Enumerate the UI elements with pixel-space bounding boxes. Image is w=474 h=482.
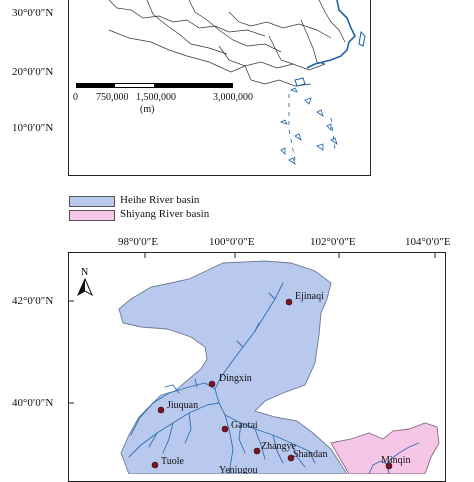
lon-label-98e: 98°0′0″E <box>118 236 159 248</box>
island-outline <box>280 147 286 155</box>
river-branch <box>148 412 192 454</box>
legend-swatch-heihe <box>69 196 115 207</box>
scale-bar-white-segment <box>115 84 154 87</box>
province-boundary <box>244 65 312 87</box>
overview-map <box>108 0 366 165</box>
legend-swatch-shiyang <box>69 210 115 221</box>
scale-tick-1500000: 1,500,000 <box>136 92 176 103</box>
lat-label-40n: 40°0′0″N <box>12 397 54 409</box>
city-label-yeniugou: Yeniugou <box>219 465 257 474</box>
basin-map: N Ejinaqi Dingxin Jiuquan Gaotai Zhangye… <box>69 253 440 474</box>
river-branch <box>236 292 276 348</box>
lon-label-100e: 100°0′0″E <box>209 236 255 248</box>
lat-label-42n: 42°0′0″N <box>12 295 54 307</box>
river-branch <box>238 422 284 464</box>
island-outline <box>304 97 312 105</box>
city-label-minqin: Minqin <box>381 455 410 466</box>
scale-tick-3000000: 3,000,000 <box>213 92 253 103</box>
north-arrow: N <box>76 267 94 297</box>
island-outline <box>288 157 296 165</box>
province-boundary <box>318 0 346 43</box>
island-outline <box>326 123 332 131</box>
north-arrow-shade <box>78 279 85 295</box>
legend-label-heihe: Heihe River basin <box>120 194 200 206</box>
city-label-jiuquan: Jiuquan <box>167 400 198 411</box>
province-boundary <box>108 0 266 37</box>
city-dot-tuole <box>151 461 159 469</box>
island-outline <box>316 143 324 151</box>
province-boundary <box>228 11 332 39</box>
island-outline <box>289 87 298 93</box>
shiyang-basin-area <box>330 422 440 474</box>
city-dot-minqin <box>385 462 393 470</box>
city-label-shandan: Shandan <box>293 449 327 460</box>
province-boundary <box>188 0 282 53</box>
city-dot-jiuquan <box>157 406 165 414</box>
china-coastline <box>306 0 356 69</box>
north-label: N <box>81 267 88 278</box>
heihe-main-river <box>214 282 284 474</box>
river-branch <box>290 442 316 468</box>
city-label-dingxin: Dingxin <box>219 373 252 384</box>
lat-label-30n: 30°0′0″N <box>12 7 54 19</box>
river-branch <box>164 378 198 394</box>
river-branch <box>224 414 310 452</box>
city-dot-zhangye <box>253 447 261 455</box>
city-label-ejinaqi: Ejinaqi <box>295 291 324 302</box>
legend-label-shiyang: Shiyang River basin <box>120 208 210 220</box>
province-boundary <box>218 45 326 71</box>
river-branch <box>130 382 216 436</box>
province-boundary <box>268 35 294 65</box>
city-label-gaotai: Gaotai <box>231 420 258 431</box>
lat-label-10n: 10°0′0″N <box>12 122 54 134</box>
hainan-island <box>294 77 306 87</box>
province-boundary <box>300 19 326 65</box>
city-dot-gaotai <box>221 425 229 433</box>
lon-label-102e: 102°0′0″E <box>310 236 356 248</box>
city-label-tuole: Tuole <box>161 456 185 467</box>
river-branch <box>368 460 390 474</box>
city-dot-ejinaqi <box>285 298 293 306</box>
scale-bar <box>76 83 233 88</box>
overview-map-frame <box>68 0 371 176</box>
island-outline <box>279 119 288 125</box>
city-dot-dingxin <box>208 380 216 388</box>
scale-tick-0: 0 <box>73 92 78 103</box>
island-outline <box>330 137 338 145</box>
lon-label-104e: 104°0′0″E <box>405 236 451 248</box>
city-label-zhangye: Zhangye <box>261 441 297 452</box>
lat-label-20n: 20°0′0″N <box>12 66 54 78</box>
island-outline <box>316 109 324 117</box>
province-boundary <box>108 29 246 73</box>
taiwan-island <box>358 30 366 47</box>
city-dot-shandan <box>287 454 295 462</box>
scale-unit: (m) <box>140 104 155 115</box>
island-outline <box>294 133 302 141</box>
nine-dash-line <box>288 94 336 161</box>
province-boundary <box>146 0 228 55</box>
scale-tick-750000: 750,000 <box>96 92 129 103</box>
